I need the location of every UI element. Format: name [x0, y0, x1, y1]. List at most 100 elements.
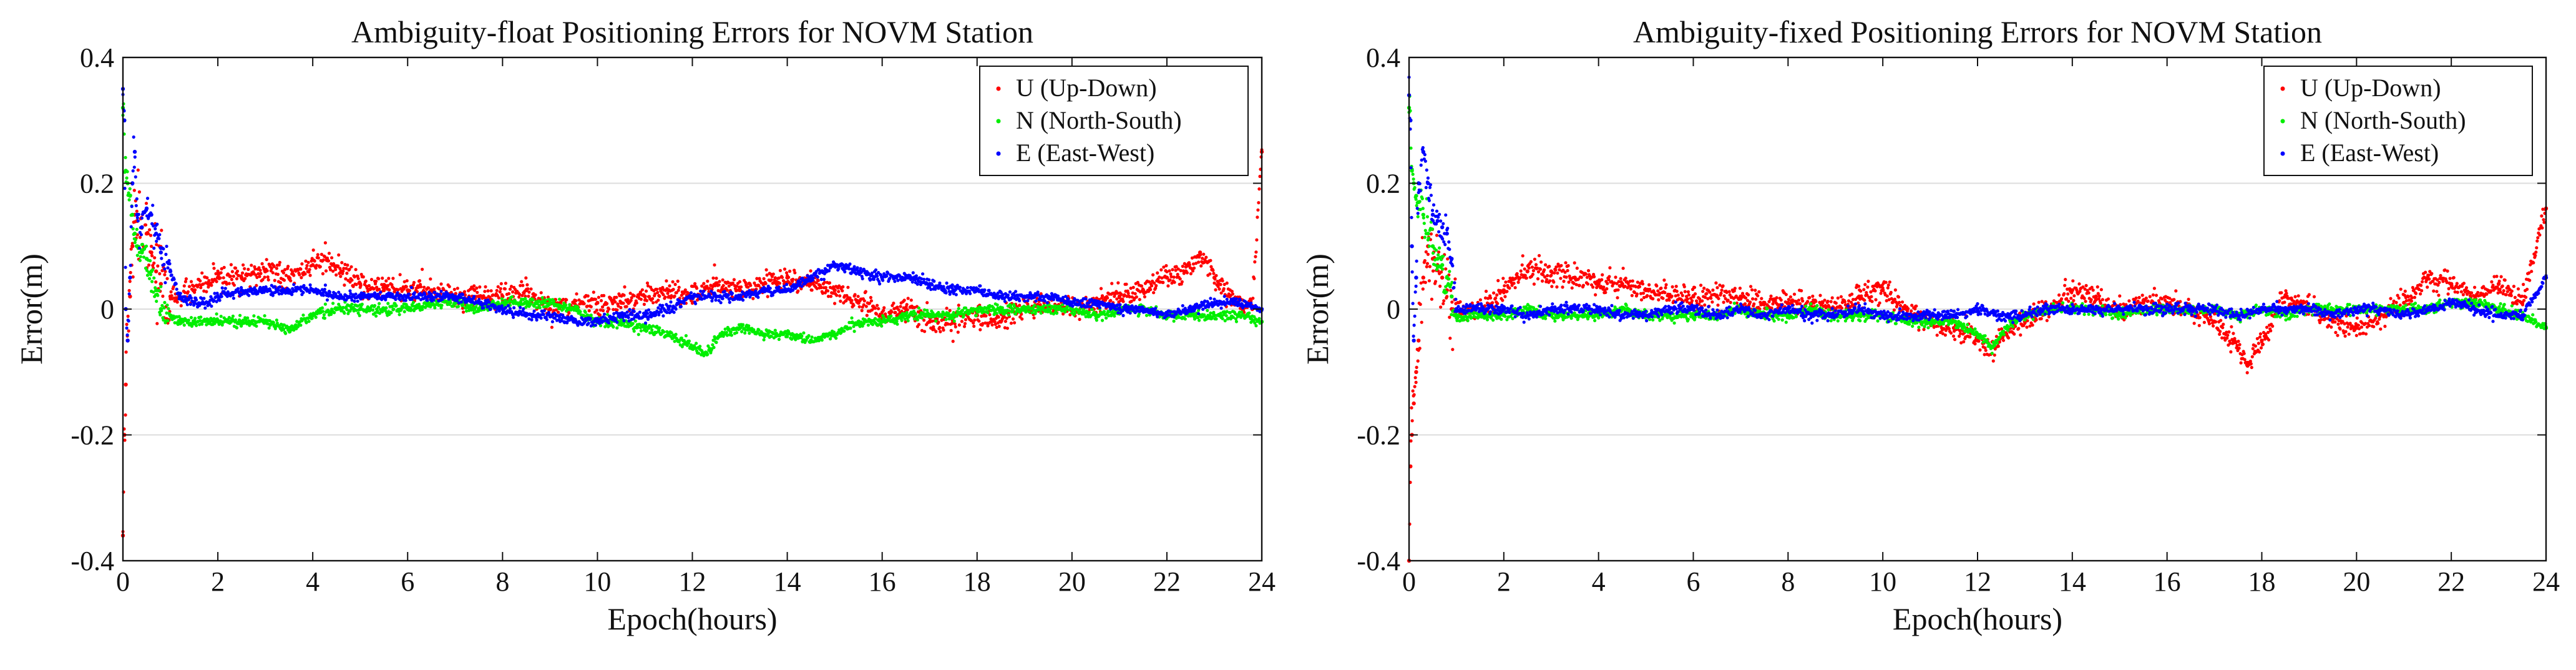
data-point — [128, 292, 131, 295]
data-point — [1121, 300, 1125, 303]
data-point — [917, 323, 920, 326]
data-point — [694, 302, 697, 305]
data-point — [1212, 272, 1215, 275]
data-point — [645, 290, 648, 293]
data-point — [128, 194, 132, 197]
data-point — [859, 267, 862, 270]
data-point — [627, 316, 630, 319]
data-point — [778, 338, 781, 341]
data-point — [185, 277, 188, 280]
data-point — [242, 264, 245, 267]
data-point — [140, 217, 144, 220]
data-point — [135, 197, 139, 200]
data-point — [1204, 256, 1208, 259]
data-point — [162, 306, 165, 309]
data-point — [524, 288, 528, 292]
data-point — [821, 338, 824, 342]
data-point — [600, 299, 603, 302]
data-point — [162, 247, 165, 250]
data-point — [517, 295, 520, 298]
data-point — [1255, 239, 1258, 242]
data-point — [379, 290, 382, 293]
data-point — [766, 295, 769, 298]
data-point — [1225, 314, 1228, 317]
data-point — [1006, 327, 1009, 330]
data-point — [1094, 313, 1098, 317]
data-point — [725, 331, 728, 334]
data-point — [413, 291, 416, 294]
data-point — [133, 165, 136, 169]
data-point — [643, 326, 646, 330]
data-point — [394, 298, 397, 301]
data-point — [870, 299, 873, 302]
data-point — [350, 278, 353, 282]
data-point — [1176, 273, 1179, 276]
data-point — [952, 313, 955, 317]
data-point — [216, 275, 220, 279]
data-point — [619, 301, 623, 305]
data-point — [145, 257, 149, 260]
data-point — [633, 294, 636, 297]
data-point — [364, 280, 368, 283]
data-point — [999, 320, 1003, 323]
data-point — [309, 273, 312, 277]
data-point — [660, 310, 663, 313]
data-point — [907, 297, 910, 300]
data-point — [324, 269, 328, 272]
data-point — [1150, 284, 1153, 287]
data-point — [520, 280, 523, 283]
data-point — [309, 283, 312, 287]
data-point — [132, 169, 135, 172]
data-point — [500, 301, 504, 305]
data-point — [1184, 317, 1187, 320]
data-point — [263, 269, 267, 273]
data-point — [421, 268, 424, 271]
data-point — [144, 224, 147, 227]
data-point — [330, 256, 333, 259]
data-point — [183, 284, 186, 287]
data-point — [432, 298, 435, 302]
data-point — [259, 272, 262, 275]
data-point — [678, 286, 681, 289]
data-point — [300, 262, 303, 265]
data-point — [263, 314, 266, 317]
data-point — [212, 262, 215, 265]
data-point — [165, 277, 168, 280]
data-point — [127, 319, 130, 322]
data-point — [134, 238, 137, 241]
data-point — [343, 283, 346, 287]
data-point — [770, 278, 773, 282]
data-point — [587, 322, 590, 325]
data-point — [1020, 317, 1023, 320]
data-point — [1173, 320, 1176, 323]
data-point — [130, 205, 134, 208]
data-point — [993, 320, 997, 323]
data-point — [715, 341, 718, 344]
data-point — [838, 294, 841, 297]
data-point — [666, 288, 670, 292]
data-point — [957, 303, 960, 307]
data-point — [763, 338, 766, 342]
data-point — [876, 304, 879, 307]
data-point — [633, 310, 636, 313]
data-point — [728, 301, 731, 304]
data-point — [155, 240, 158, 243]
data-point — [843, 270, 846, 273]
data-point — [357, 277, 360, 280]
data-point — [391, 277, 394, 280]
data-point — [529, 287, 532, 290]
data-point — [374, 280, 378, 283]
data-point — [180, 304, 183, 307]
data-point — [785, 271, 788, 274]
data-point — [710, 299, 713, 302]
data-point — [243, 267, 246, 270]
data-point — [133, 232, 137, 235]
data-point — [154, 288, 158, 292]
data-point — [698, 345, 701, 348]
data-point — [807, 334, 811, 337]
data-point — [500, 304, 504, 307]
data-point — [1221, 279, 1224, 282]
data-point — [358, 307, 362, 311]
data-point — [439, 290, 442, 293]
data-point — [928, 313, 932, 317]
